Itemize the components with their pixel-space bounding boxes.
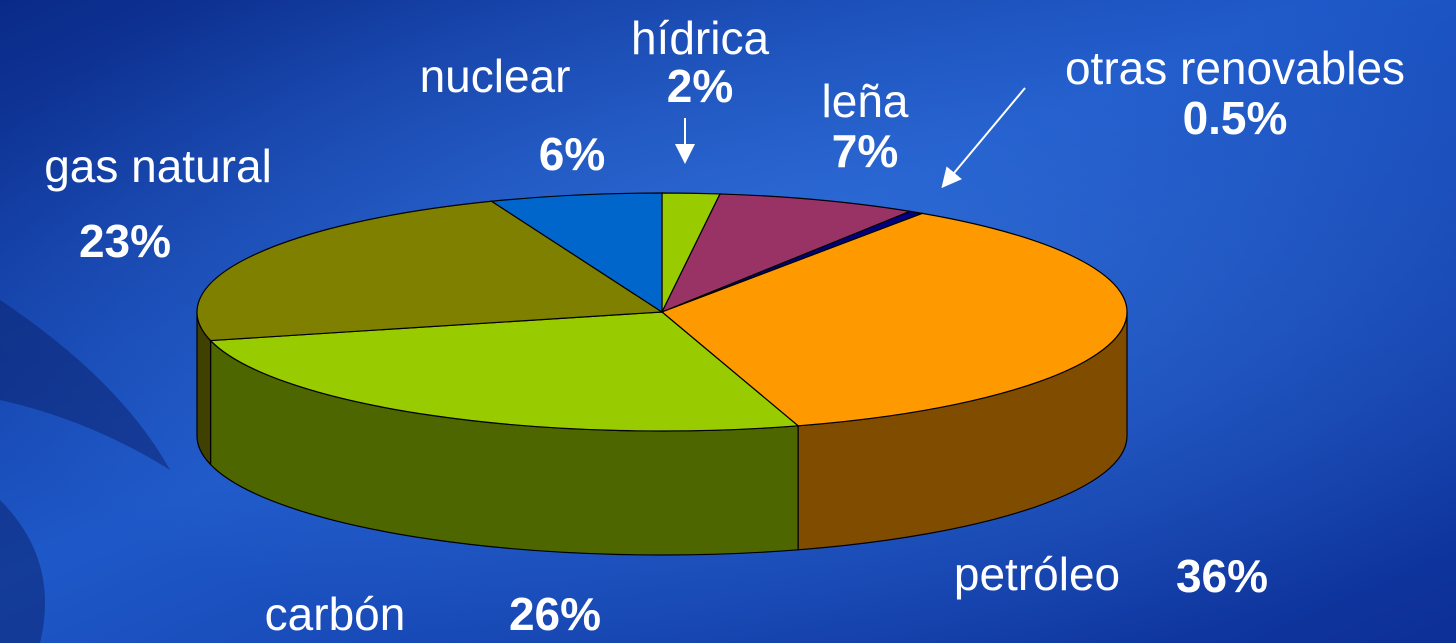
slice-name: otras renovables [1065, 42, 1405, 94]
slice-name: petróleo [954, 548, 1120, 600]
slice-name: carbón [265, 588, 406, 640]
slice-value-label: 2% [667, 60, 733, 112]
slice-value-label: 36% [1176, 550, 1268, 602]
slice-name: hídrica [631, 12, 769, 64]
slice-name: leña [822, 75, 909, 127]
background-shape [0, 300, 170, 470]
slice-value-label: 6% [539, 128, 605, 180]
slice [660, 212, 1128, 427]
slice [209, 311, 800, 432]
slice-value-label: 7% [832, 125, 898, 177]
slice-value-label: 23% [79, 215, 171, 267]
slice [196, 200, 664, 342]
slice [489, 192, 663, 314]
slice [660, 193, 913, 314]
slice-value-label: 26% [509, 588, 601, 640]
slice-name: nuclear [420, 50, 571, 102]
slice-name: gas natural [44, 140, 272, 192]
arrow [941, 87, 1026, 189]
slice-value-label: 0.5% [1183, 92, 1288, 144]
pie [196, 192, 1128, 556]
background-shape [0, 500, 45, 643]
